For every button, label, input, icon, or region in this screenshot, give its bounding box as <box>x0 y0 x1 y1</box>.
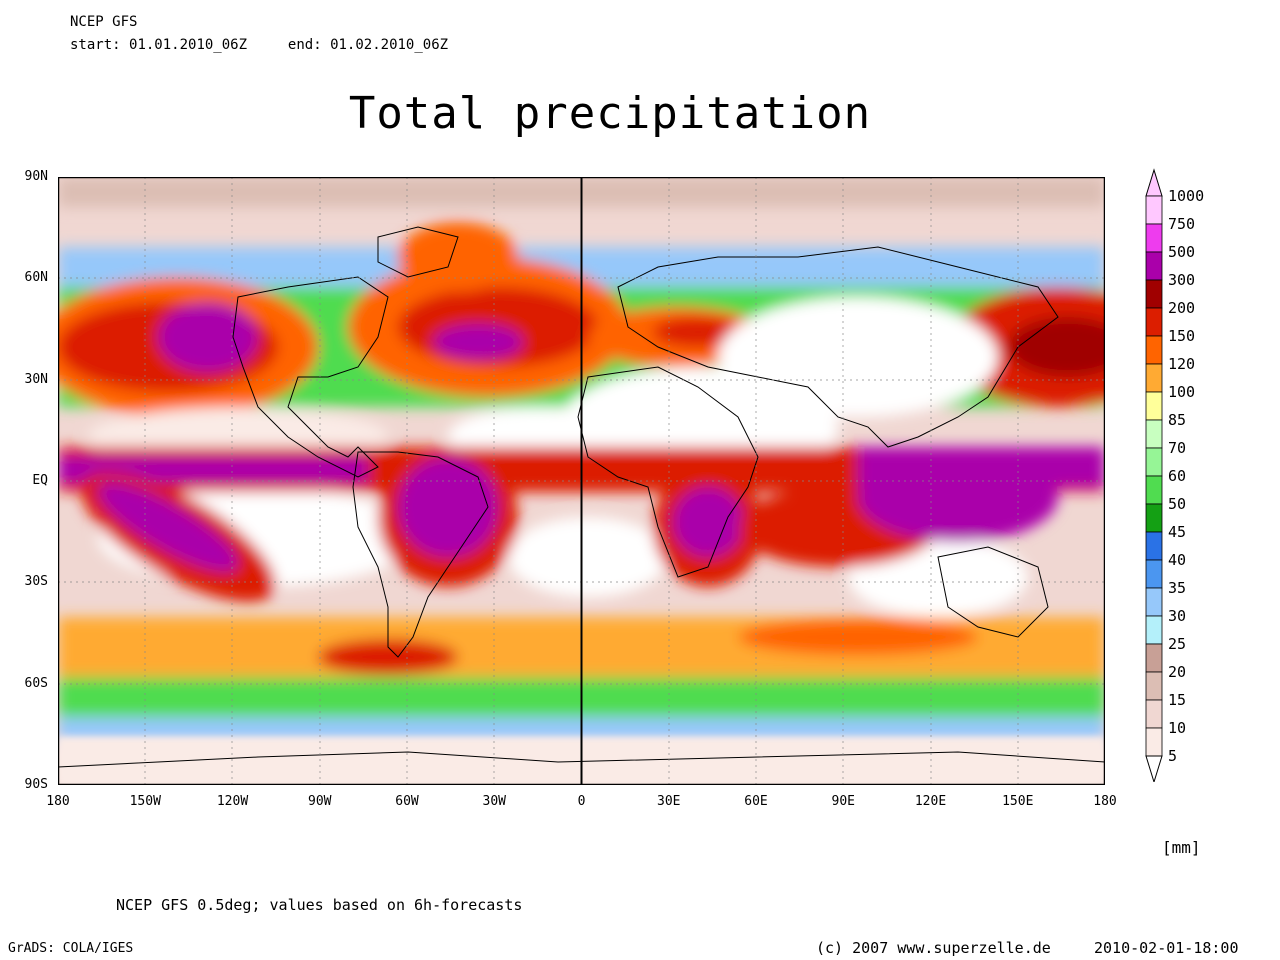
lon-label: 30E <box>657 794 681 809</box>
colorbar-swatch <box>1145 727 1163 757</box>
colorbar-swatch <box>1145 251 1163 281</box>
colorbar-swatch <box>1145 195 1163 225</box>
lat-label: 30S <box>24 574 48 590</box>
colorbar-level: 100 <box>1168 383 1196 401</box>
lon-label: 180 <box>46 794 70 809</box>
colorbar <box>1145 168 1163 782</box>
colorbar-level: 200 <box>1168 299 1196 317</box>
map-title: Total precipitation <box>348 88 872 139</box>
colorbar-swatch <box>1145 643 1163 673</box>
lat-label: EQ <box>32 473 48 488</box>
colorbar-bottom-arrow <box>1145 755 1163 782</box>
lat-label: 30N <box>24 371 48 387</box>
colorbar-swatch <box>1145 587 1163 617</box>
colorbar-level: 25 <box>1168 635 1187 653</box>
coastlines <box>58 226 1105 768</box>
lon-label: 0 <box>577 794 586 809</box>
timestamp: 2010-02-01-18:00 <box>1094 939 1239 957</box>
lon-label: 60W <box>395 794 419 809</box>
unit-label: [mm] <box>1162 838 1201 857</box>
colorbar-level: 10 <box>1168 719 1187 737</box>
footer-note: NCEP GFS 0.5deg; values based on 6h-fore… <box>116 896 523 914</box>
colorbar-level: 50 <box>1168 495 1187 513</box>
precipitation-map <box>58 177 1105 785</box>
colorbar-level: 40 <box>1168 551 1187 569</box>
colorbar-level: 45 <box>1168 523 1187 541</box>
model-source: NCEP GFS <box>70 14 138 30</box>
colorbar-swatch <box>1145 419 1163 449</box>
colorbar-level: 500 <box>1168 243 1196 261</box>
colorbar-top-arrow <box>1145 168 1163 197</box>
colorbar-swatch <box>1145 279 1163 309</box>
colorbar-swatch <box>1145 531 1163 561</box>
colorbar-swatch <box>1145 475 1163 505</box>
colorbar-level: 30 <box>1168 607 1187 625</box>
colorbar-level: 85 <box>1168 411 1187 429</box>
end-value: 01.02.2010_06Z <box>330 37 449 53</box>
lon-label: 180 <box>1093 794 1117 809</box>
colorbar-swatch <box>1145 391 1163 421</box>
copyright: (c) 2007 www.superzelle.de <box>816 939 1051 957</box>
colorbar-level: 150 <box>1168 327 1196 345</box>
lon-label: 120W <box>216 794 249 809</box>
australia-outline <box>937 546 1049 638</box>
colorbar-level: 750 <box>1168 215 1196 233</box>
north-america-outline <box>232 276 389 478</box>
lon-label: 150W <box>129 794 161 809</box>
lat-label: 60N <box>24 270 48 286</box>
end-label: end: <box>287 37 322 53</box>
colorbar-swatch <box>1145 699 1163 729</box>
colorbar-level: 1000 <box>1168 187 1205 205</box>
colorbar-swatch <box>1145 671 1163 701</box>
lon-label: 90E <box>831 794 855 809</box>
antarctica-outline <box>58 751 1105 768</box>
colorbar-level: 15 <box>1168 691 1187 709</box>
period-line: start: 01.01.2010_06Z end: 01.02.2010_06… <box>70 37 448 53</box>
colorbar-swatch <box>1145 335 1163 365</box>
map-frame <box>58 177 1105 785</box>
eurasia-outline <box>617 246 1059 448</box>
lon-label: 60E <box>744 794 768 809</box>
colorbar-swatch <box>1145 223 1163 253</box>
colorbar-swatch <box>1145 559 1163 589</box>
grads-credit: GrADS: COLA/IGES <box>8 941 134 956</box>
start-value: 01.01.2010_06Z <box>129 37 248 53</box>
colorbar-level: 60 <box>1168 467 1187 485</box>
lon-label: 150E <box>1002 794 1034 809</box>
colorbar-level: 300 <box>1168 271 1196 289</box>
greenland-outline <box>377 226 459 278</box>
lat-label: 90N <box>24 169 48 184</box>
south-america-outline <box>352 451 489 658</box>
colorbar-swatch <box>1145 363 1163 393</box>
colorbar-level: 120 <box>1168 355 1196 373</box>
colorbar-level: 35 <box>1168 579 1187 597</box>
lon-label: 90W <box>308 794 332 809</box>
colorbar-level: 70 <box>1168 439 1187 457</box>
colorbar-level: 5 <box>1168 747 1178 765</box>
colorbar-swatch <box>1145 615 1163 645</box>
lat-label: 60S <box>24 675 48 691</box>
africa-outline <box>577 366 759 578</box>
colorbar-swatch <box>1145 503 1163 533</box>
map-canvas <box>58 177 1105 785</box>
colorbar-level: 20 <box>1168 663 1187 681</box>
colorbar-swatch <box>1145 307 1163 337</box>
colorbar-swatch <box>1145 447 1163 477</box>
lon-label: 120E <box>914 794 947 809</box>
lon-label: 30W <box>482 794 506 809</box>
lat-label: 90S <box>24 777 48 792</box>
start-label: start: <box>70 37 121 53</box>
